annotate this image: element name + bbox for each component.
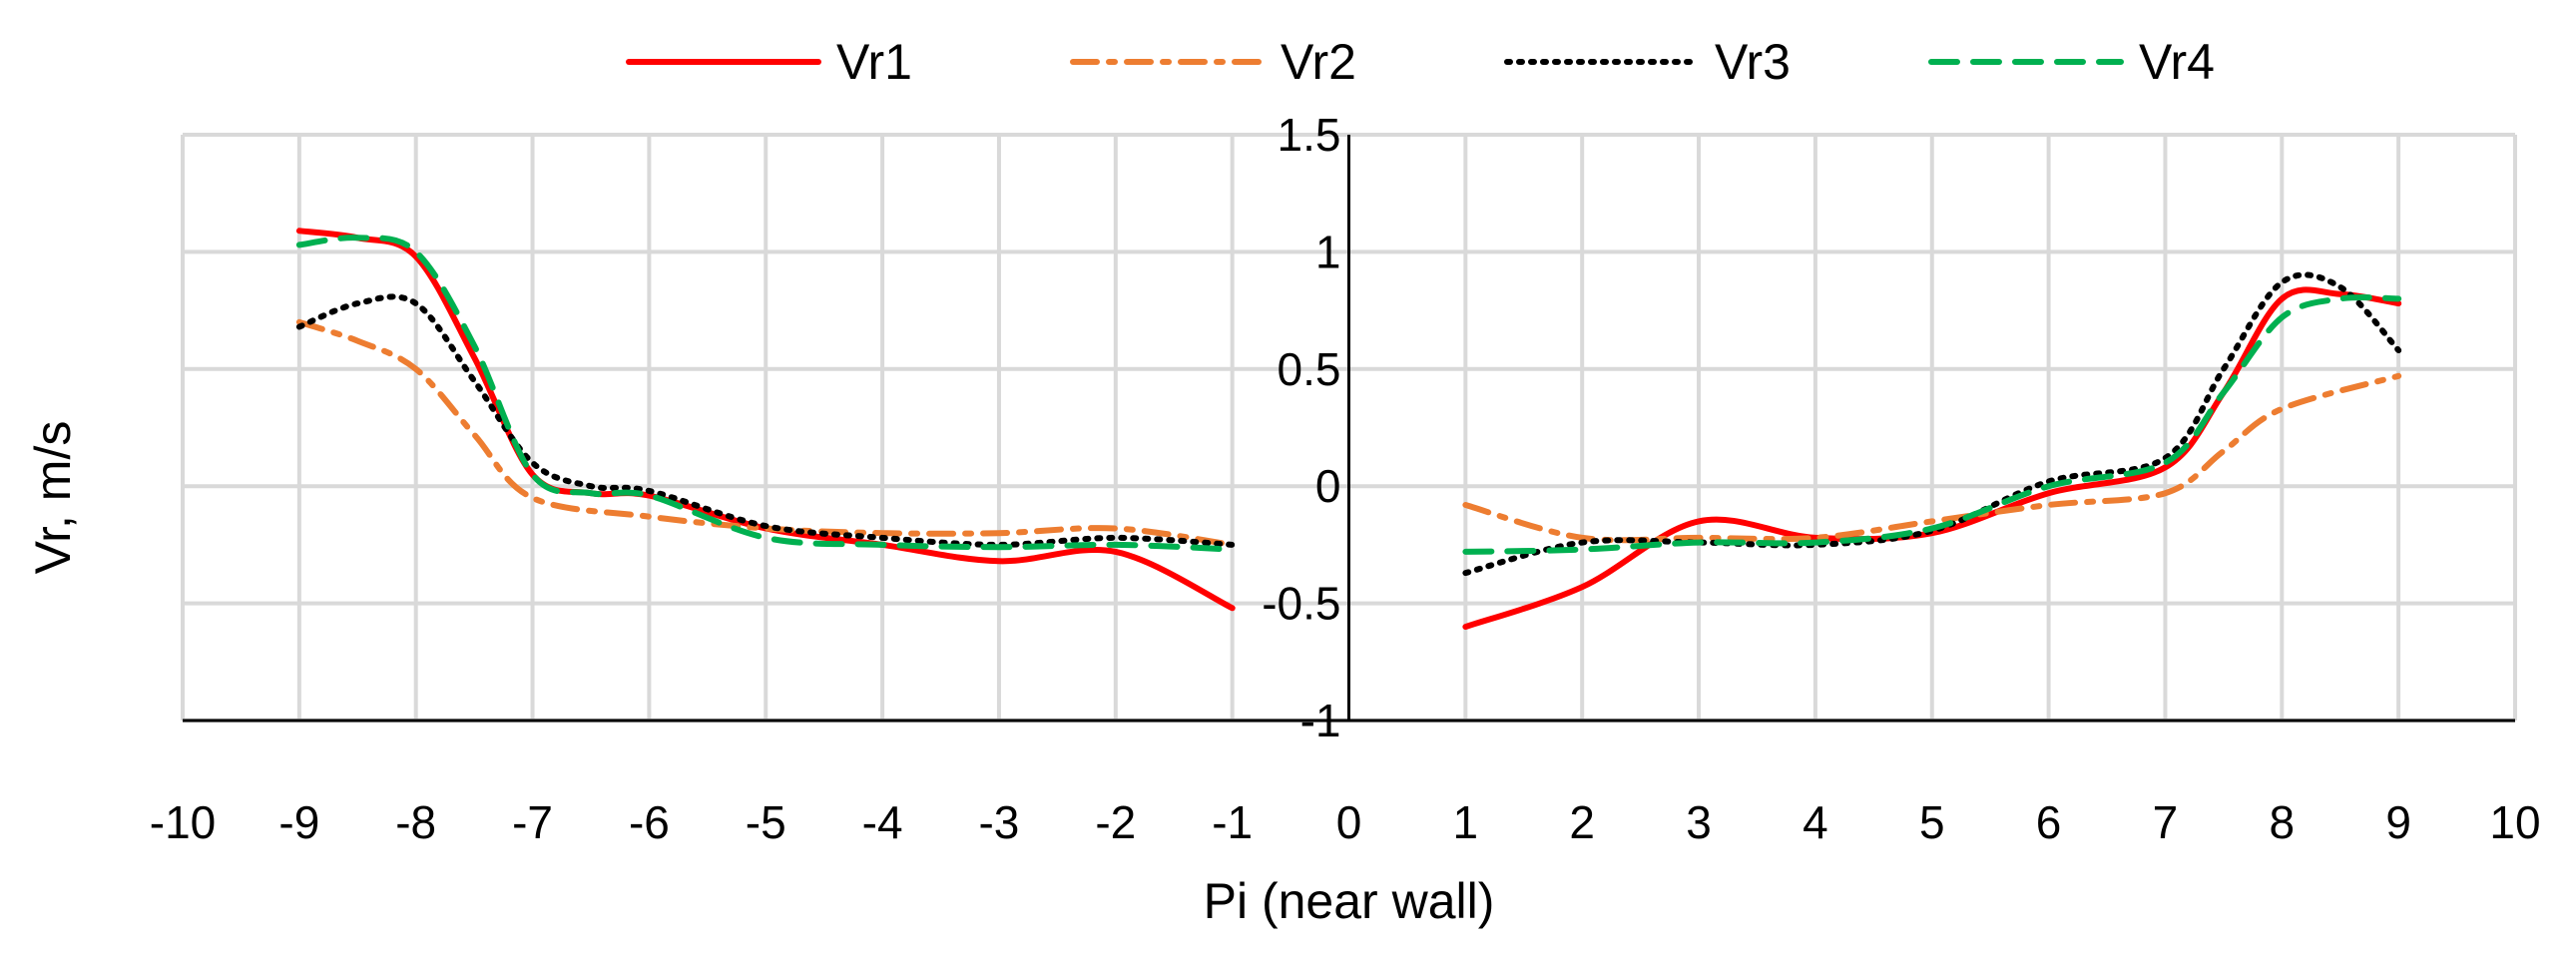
x-tick-label: -6 <box>629 796 670 848</box>
legend-label-vr1: Vr1 <box>836 34 912 90</box>
y-tick-label: -0.5 <box>1262 578 1340 630</box>
legend-label-vr4: Vr4 <box>2139 34 2215 90</box>
series-line-vr2-segment-1 <box>295 318 1236 548</box>
series-line-vr3-segment-1 <box>295 293 1236 548</box>
x-tick-label: 2 <box>1569 796 1595 848</box>
x-tick-label: -9 <box>278 796 319 848</box>
x-tick-label: 3 <box>1686 796 1712 848</box>
y-tick-label: 1 <box>1315 226 1341 277</box>
x-tick-label: 5 <box>1919 796 1945 848</box>
x-tick-label: -7 <box>512 796 553 848</box>
series-line-vr1-segment-1 <box>295 228 1236 612</box>
y-tick-labels: 1.5 1 0.5 0 -0.5 -1 <box>1262 109 1340 746</box>
x-tick-label: -1 <box>1212 796 1253 848</box>
x-tick-label: -4 <box>862 796 903 848</box>
y-tick-label: 0.5 <box>1278 343 1341 395</box>
x-tick-label: -10 <box>150 796 216 848</box>
x-tick-label: 6 <box>2036 796 2062 848</box>
x-axis-title: Pi (near wall) <box>1204 873 1495 929</box>
x-tick-labels: -10 -9 -8 -7 -6 -5 -4 -3 -2 -1 0 1 2 3 4 5 6 7 8 9 10 <box>150 796 2541 848</box>
series-vr4 <box>295 235 2402 555</box>
series-lines <box>295 228 2402 631</box>
x-tick-label: 8 <box>2270 796 2296 848</box>
x-tick-label: 9 <box>2385 796 2411 848</box>
x-tick-label: 1 <box>1453 796 1479 848</box>
y-axis-title: Vr, m/s <box>25 421 81 575</box>
x-tick-label: -8 <box>395 796 436 848</box>
x-tick-label: -3 <box>978 796 1019 848</box>
x-tick-label: -2 <box>1095 796 1136 848</box>
x-tick-label: 10 <box>2489 796 2540 848</box>
series-line-vr3-segment-2 <box>1462 271 2402 577</box>
y-tick-label: 1.5 <box>1278 109 1341 161</box>
axes <box>183 135 2515 723</box>
series-vr3 <box>295 271 2402 577</box>
legend-label-vr3: Vr3 <box>1715 34 1791 90</box>
legend: Vr1 Vr2 Vr3 Vr4 <box>626 34 2215 90</box>
x-tick-label: 7 <box>2153 796 2179 848</box>
legend-label-vr2: Vr2 <box>1281 34 1356 90</box>
y-tick-label: 0 <box>1315 460 1341 512</box>
y-tick-label: -1 <box>1300 695 1341 746</box>
x-tick-label: 0 <box>1336 796 1362 848</box>
x-tick-label: 4 <box>1803 796 1828 848</box>
x-tick-label: -5 <box>746 796 786 848</box>
series-line-vr4-segment-2 <box>1462 293 2402 555</box>
series-line-vr4-segment-1 <box>295 235 1236 553</box>
